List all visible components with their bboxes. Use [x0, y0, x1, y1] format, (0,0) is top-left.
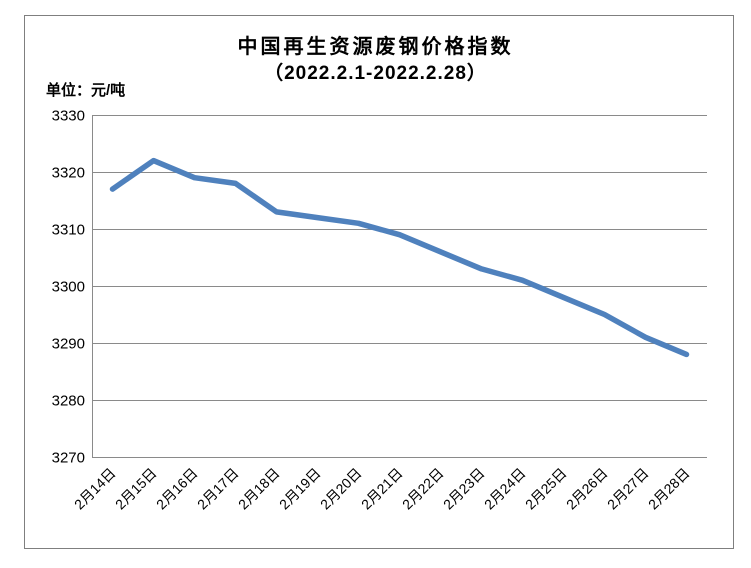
x-tick-label: 2月18日	[235, 465, 283, 513]
x-tick-label: 2月28日	[645, 465, 693, 513]
x-tick-label: 2月21日	[358, 465, 406, 513]
x-tick-label: 2月19日	[276, 465, 324, 513]
x-tick-label: 2月26日	[563, 465, 611, 513]
y-tick-label: 3280	[52, 393, 85, 410]
x-tick-label: 2月22日	[399, 465, 447, 513]
chart-title: 中国再生资源废钢价格指数	[237, 36, 514, 58]
chart-subtitle: （2022.2.1-2022.2.28）	[264, 63, 487, 84]
x-tick-label: 2月23日	[440, 465, 488, 513]
unit-label: 单位：元/吨	[46, 82, 126, 99]
x-tick-label: 2月25日	[522, 465, 570, 513]
x-tick-label: 2月14日	[71, 465, 119, 513]
y-tick-label: 3330	[52, 108, 85, 125]
y-tick-label: 3300	[52, 279, 85, 296]
x-tick-label: 2月20日	[317, 465, 365, 513]
x-tick-label: 2月16日	[153, 465, 201, 513]
x-tick-label: 2月27日	[604, 465, 652, 513]
x-tick-label: 2月17日	[194, 465, 242, 513]
x-tick-label: 2月24日	[481, 465, 529, 513]
y-tick-label: 3270	[52, 450, 85, 467]
x-tick-label: 2月15日	[112, 465, 160, 513]
y-tick-label: 3310	[52, 222, 85, 239]
price-index-line	[109, 157, 690, 358]
y-tick-label: 3320	[52, 165, 85, 182]
y-tick-label: 3290	[52, 336, 85, 353]
